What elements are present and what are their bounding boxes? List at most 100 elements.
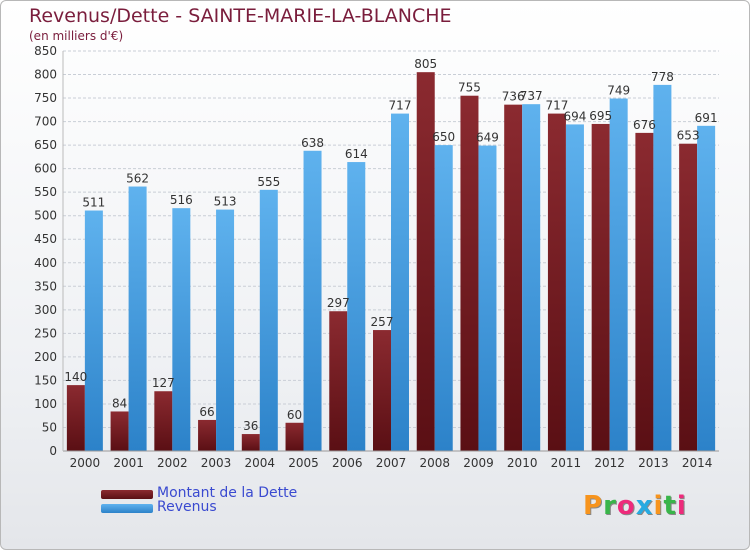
dette-value-label: 805 [414,57,437,71]
dette-value-label: 140 [64,370,87,384]
dette-bar [591,123,610,452]
dette-value-label: 676 [633,118,656,132]
dette-value-label: 297 [327,296,350,310]
x-tick-label: 2013 [638,456,669,470]
legend-swatch-dette [101,490,153,499]
dette-bar [679,143,698,452]
revenus-bar [697,125,716,451]
dette-value-label: 66 [199,405,214,419]
y-tick-label: 800 [34,68,57,82]
dette-bar [329,311,348,451]
x-tick-label: 2011 [551,456,582,470]
revenus-bar [172,208,191,451]
x-tick-label: 2008 [419,456,450,470]
dette-bar [198,419,217,451]
x-tick-label: 2007 [376,456,407,470]
y-tick-label: 150 [34,373,57,387]
y-tick-label: 0 [49,444,57,458]
dette-bar [66,385,85,451]
logo-letter: P [583,491,604,521]
y-tick-label: 600 [34,162,57,176]
revenus-value-label: 717 [389,99,412,113]
dette-value-label: 84 [112,396,127,410]
x-tick-label: 2005 [288,456,319,470]
revenus-value-label: 649 [476,131,499,145]
dette-bar [285,422,304,451]
revenus-bar [478,145,497,451]
revenus-value-label: 562 [126,172,149,186]
dette-value-label: 755 [458,81,481,95]
revenus-value-label: 737 [520,89,543,103]
logo-letter: t [663,491,677,521]
x-tick-label: 2006 [332,456,363,470]
revenus-value-label: 691 [695,111,718,125]
y-tick-label: 750 [34,91,57,105]
y-tick-label: 350 [34,279,57,293]
logo-letter: i [676,491,687,521]
dette-value-label: 127 [152,376,175,390]
revenus-value-label: 638 [301,136,324,150]
revenus-bar [609,98,628,451]
dette-bar [154,391,173,451]
y-tick-label: 850 [34,44,57,58]
revenus-value-label: 749 [607,84,630,98]
proxiti-logo: Proxiti [583,491,687,521]
revenus-bar [347,162,366,451]
revenus-value-label: 511 [82,196,105,210]
dette-value-label: 60 [287,408,302,422]
data-labels: 140 511 84 562 127 516 66 513 36 555 60 638 297 614 25… [64,57,717,433]
revenus-bar [128,186,147,451]
revenus-value-label: 513 [214,195,237,209]
revenus-bar [522,104,541,452]
y-tick-label: 250 [34,326,57,340]
dette-value-label: 36 [243,419,258,433]
dette-bar [373,330,391,451]
dette-value-label: 257 [371,315,394,329]
y-tick-label: 100 [34,397,57,411]
dette-value-label: 653 [677,129,700,143]
logo-letter: i [653,491,664,521]
dette-bar [635,132,654,451]
dette-bar [110,411,129,451]
y-tick-label: 50 [42,420,57,434]
y-tick-label: 700 [34,115,57,129]
x-tick-label: 2002 [157,456,188,470]
dette-bar [547,113,566,452]
dette-value-label: 695 [589,109,612,123]
dette-bar [460,95,479,452]
y-tick-label: 550 [34,185,57,199]
legend-label-revenus: Revenus [157,499,217,515]
x-tick-label: 2004 [245,456,276,470]
y-tick-label: 200 [34,350,57,364]
revenus-bar [303,150,322,451]
revenus-value-label: 614 [345,147,368,161]
revenus-bar [653,84,672,451]
x-tick-label: 2000 [70,456,101,470]
revenus-bar [565,124,584,451]
x-tick-label: 2009 [463,456,494,470]
revenus-bar [84,210,103,451]
axes: 0 50 100 150 200 250 300 350 400 450 500 550 600 650 7… [34,44,719,470]
y-tick-label: 400 [34,256,57,270]
revenus-value-label: 516 [170,193,193,207]
revenus-value-label: 694 [563,109,586,123]
x-tick-label: 2010 [507,456,538,470]
dette-bar [504,104,523,451]
legend-swatch-revenus [101,504,153,513]
revenus-value-label: 555 [257,175,280,189]
y-tick-label: 450 [34,232,57,246]
dette-value-label: 717 [545,99,568,113]
chart-title: Revenus/Dette - SAINTE-MARIE-LA-BLANCHE [29,5,452,27]
y-tick-label: 500 [34,209,57,223]
logo-letter: o [616,491,636,521]
revenus-value-label: 650 [432,130,455,144]
dette-bar [416,72,435,452]
dette-bar [241,434,260,451]
revenus-bar [391,113,409,452]
legend-label-dette: Montant de la Dette [157,485,298,501]
revenus-value-label: 778 [651,70,674,84]
y-tick-label: 650 [34,138,57,152]
x-tick-label: 2001 [113,456,144,470]
